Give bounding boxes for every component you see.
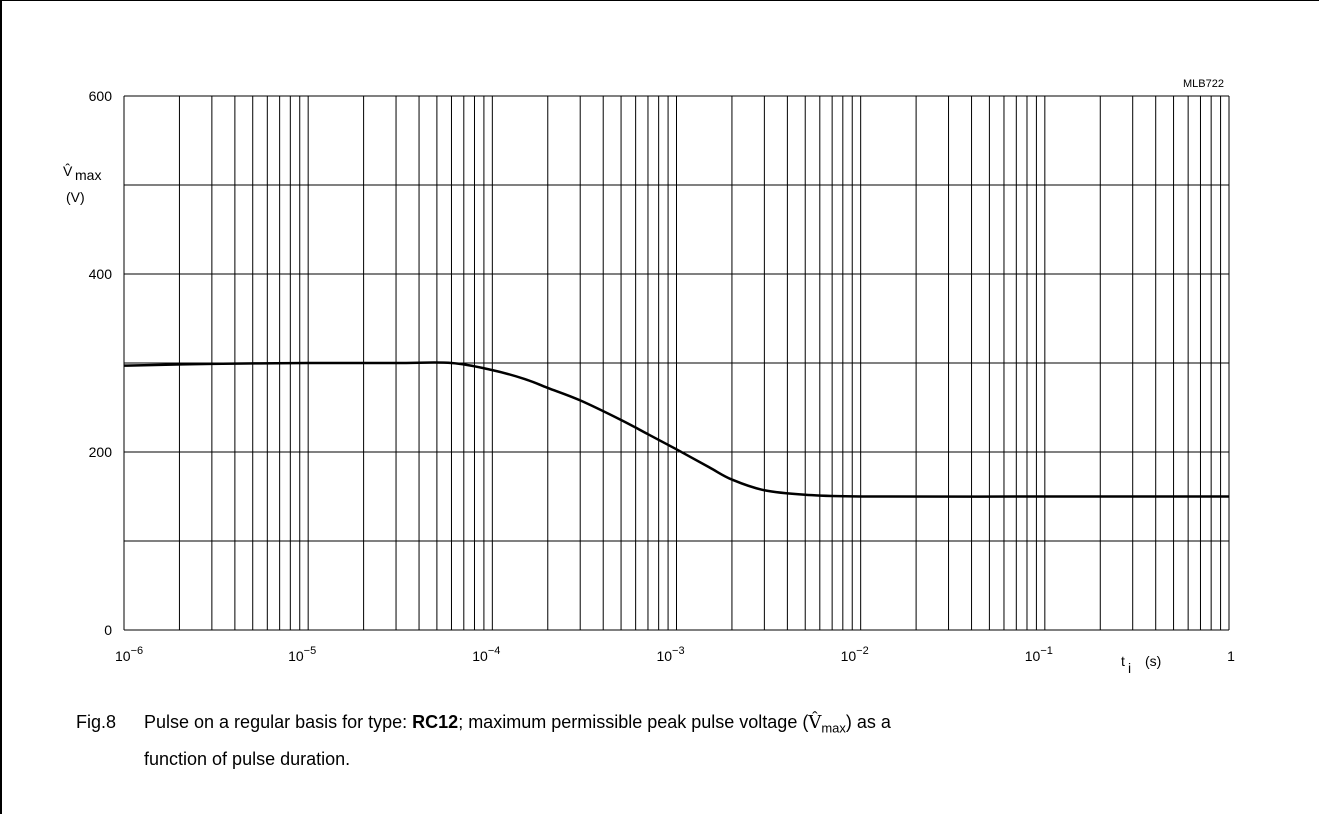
figure-caption: Fig.8 Pulse on a regular basis for type: … [76, 707, 1276, 774]
y-axis-label: V̂ max (V) [63, 163, 101, 205]
x-axis-label: t i (s) [1121, 653, 1161, 676]
x-axis-symbol: t [1121, 653, 1125, 669]
caption-text-1: Pulse on a regular basis for type: [144, 712, 413, 732]
x-tick-label: 10−5 [288, 645, 316, 664]
caption-symbol-sub: max [821, 720, 846, 736]
caption-line-2: function of pulse duration. [144, 748, 351, 769]
curve-layer [123, 361, 1229, 498]
x-tick-label: 10−3 [656, 645, 684, 664]
tick-labels: 0 200 400 600 10−6 10−5 10−4 10−3 10−2 10−1 1 [89, 88, 1235, 664]
caption-type: RC12 [412, 712, 459, 732]
x-tick-label: 10−4 [472, 645, 500, 664]
series-line [123, 361, 1229, 498]
x-tick-label: 10−6 [115, 645, 143, 664]
y-tick-label: 200 [89, 444, 113, 460]
caption-text-3: ) as a [845, 712, 891, 732]
x-axis-sub: i [1128, 660, 1131, 676]
y-axis-unit: (V) [66, 189, 85, 205]
y-tick-label: 0 [104, 622, 112, 638]
chart-code: MLB722 [1183, 78, 1224, 90]
x-axis-unit: (s) [1145, 653, 1161, 669]
x-tick-label: 10−1 [1025, 645, 1053, 664]
figure-number: Fig.8 [76, 712, 117, 732]
caption-line-1: Fig.8 Pulse on a regular basis for type: … [76, 707, 1276, 744]
x-tick-label: 10−2 [841, 645, 869, 664]
caption-symbol: V̂ [808, 712, 822, 733]
y-tick-label: 600 [89, 88, 113, 104]
y-axis-sub: max [75, 167, 101, 183]
y-axis-symbol: V̂ [63, 163, 73, 179]
y-tick-label: 400 [89, 266, 113, 282]
x-tick-label: 1 [1227, 648, 1235, 664]
caption-text-2: ; maximum permissible peak pulse voltage… [458, 712, 809, 732]
